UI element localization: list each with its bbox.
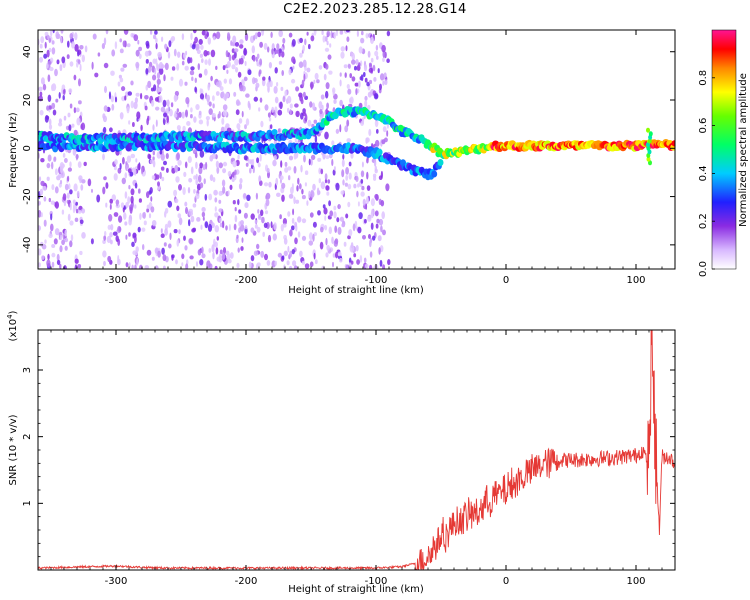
spectrogram-upper-branch xyxy=(38,106,675,160)
spectrogram-x-tick-label: -300 xyxy=(105,275,128,286)
colorbar-tick-label: 0.0 xyxy=(698,261,709,277)
spectrogram-x-tick-label: 100 xyxy=(626,275,645,286)
snr-y-tick-label: 3 xyxy=(22,367,33,373)
snr-y-axis-label: SNR (10 * v/v) xyxy=(8,414,19,485)
colorbar-tick-label: 0.2 xyxy=(698,213,709,229)
snr-x-tick-label: -300 xyxy=(105,576,128,587)
snr-x-tick-label: 100 xyxy=(626,576,645,587)
snr-plot-area xyxy=(38,330,675,570)
spectrogram-y-tick-label: 20 xyxy=(22,94,33,107)
spectrogram-y-tick-label: 40 xyxy=(22,45,33,58)
snr-x-axis-label: Height of straight line (km) xyxy=(288,584,424,595)
spectrogram-y-tick-label: -20 xyxy=(22,188,33,204)
colorbar-tick-label: 0.8 xyxy=(698,70,709,86)
spectrogram-y-axis-label: Frequency (Hz) xyxy=(8,112,19,188)
colorbar-label: Normalized spectral amplitude xyxy=(738,73,749,227)
snr-exponent-label: (x104) xyxy=(6,310,19,341)
colorbar-tick-label: 0.4 xyxy=(698,165,709,181)
spectrogram-x-tick-label: 0 xyxy=(503,275,509,286)
snr-line xyxy=(38,330,675,570)
colorbar-gradient xyxy=(712,30,736,269)
figure-title: C2E2.2023.285.12.28.G14 xyxy=(283,2,467,17)
spectrogram-y-tick-label: -40 xyxy=(22,237,33,253)
spectrogram-y-tick-label: 0 xyxy=(22,145,33,151)
spectrogram-x-tick-label: -100 xyxy=(365,275,388,286)
spectrogram-plot-area xyxy=(38,30,675,269)
spectrogram-x-axis-label: Height of straight line (km) xyxy=(288,285,424,296)
colorbar-tick-label: 0.6 xyxy=(698,118,709,134)
snr-x-tick-label: -100 xyxy=(365,576,388,587)
snr-frame xyxy=(37,329,676,571)
snr-axes: -300 -200 -100 0 100 1 2 3 xyxy=(22,330,675,587)
spectrogram-x-tick-label: -200 xyxy=(235,275,258,286)
colorbar: 0.0 0.2 0.4 0.6 0.8 Normalized spectral ampl… xyxy=(698,29,749,277)
spectrogram-frame xyxy=(37,29,676,270)
snr-y-tick-label: 1 xyxy=(22,500,33,506)
snr-x-tick-label: 0 xyxy=(503,576,509,587)
colorbar-ticks: 0.0 0.2 0.4 0.6 0.8 xyxy=(698,70,715,277)
spectrogram-lower-branch xyxy=(38,139,444,181)
snr-x-tick-label: -200 xyxy=(235,576,258,587)
snr-panel: -300 -200 -100 0 100 1 2 3 Height of straight l… xyxy=(6,310,676,595)
spectrogram-spike xyxy=(646,127,653,166)
colorbar-frame xyxy=(711,29,737,270)
snr-y-tick-label: 2 xyxy=(22,433,33,439)
